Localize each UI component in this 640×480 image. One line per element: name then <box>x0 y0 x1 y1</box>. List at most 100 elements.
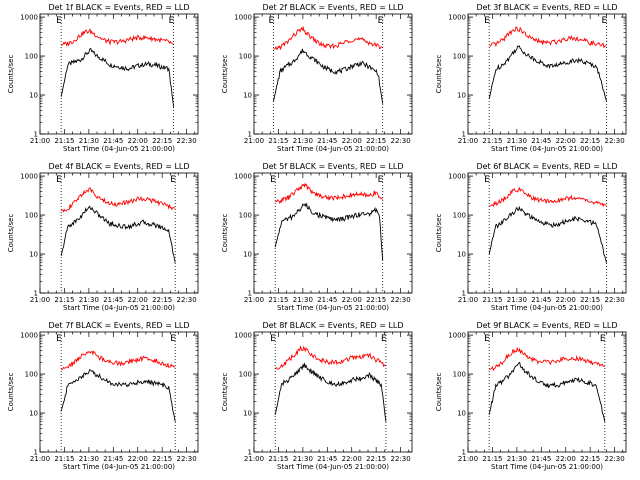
series-line-events <box>60 47 175 107</box>
x-tick-label: 21:15 <box>268 296 288 304</box>
y-tick-label: 1000 <box>20 14 38 22</box>
marker-label: E <box>56 16 62 26</box>
x-tick-label: 21:15 <box>268 137 288 145</box>
x-tick-label: 22:00 <box>342 296 362 304</box>
x-tick-label: 21:15 <box>54 137 74 145</box>
x-tick-label: 21:45 <box>317 455 337 463</box>
x-tick-label: 21:30 <box>293 137 313 145</box>
plot-frame <box>39 172 199 294</box>
y-tick-label: 100 <box>453 371 466 379</box>
x-tick-label: 21:15 <box>268 455 288 463</box>
x-tick-label: 21:45 <box>103 455 123 463</box>
marker-label: E <box>56 334 62 344</box>
x-tick-label: 21:45 <box>317 137 337 145</box>
y-tick-label: 100 <box>239 53 252 61</box>
panel-title: Det 2f BLACK = Events, RED = LLD <box>262 3 403 12</box>
x-tick-label: 22:00 <box>128 296 148 304</box>
x-tick-label: 21:30 <box>507 455 527 463</box>
series-line-lld <box>489 186 607 208</box>
marker-label: E <box>269 16 275 26</box>
x-tick-label: 21:30 <box>79 137 99 145</box>
x-tick-label: 22:30 <box>605 296 625 304</box>
y-tick-label: 1000 <box>448 14 466 22</box>
marker-label: E <box>484 175 490 185</box>
y-tick-label: 1000 <box>448 173 466 181</box>
x-axis-label: Start Time (04-Jun-05 21:00:00) <box>277 304 389 312</box>
x-axis-label: Start Time (04-Jun-05 21:00:00) <box>63 463 175 471</box>
x-tick-label: 21:45 <box>531 455 551 463</box>
x-axis-label: Start Time (04-Jun-05 21:00:00) <box>63 145 175 153</box>
y-tick-label: 100 <box>453 212 466 220</box>
y-tick-label: 100 <box>239 371 252 379</box>
x-tick-label: 22:00 <box>556 296 576 304</box>
y-tick-label: 10 <box>457 92 466 100</box>
plot-frame <box>253 331 413 453</box>
x-tick-label: 22:15 <box>580 137 600 145</box>
x-tick-label: 22:00 <box>556 137 576 145</box>
panel-title: Det 9f BLACK = Events, RED = LLD <box>476 321 617 330</box>
y-tick-label: 1 <box>248 290 252 298</box>
x-tick-label: 21:45 <box>103 296 123 304</box>
x-tick-label: 22:30 <box>391 455 411 463</box>
y-tick-label: 10 <box>29 251 38 259</box>
y-tick-label: 1 <box>462 290 466 298</box>
y-tick-label: 1 <box>462 131 466 139</box>
x-tick-label: 21:30 <box>293 296 313 304</box>
series-line-lld <box>61 350 176 371</box>
marker-label: E <box>484 16 490 26</box>
x-axis-label: Start Time (04-Jun-05 21:00:00) <box>491 304 603 312</box>
y-tick-label: 10 <box>29 410 38 418</box>
x-tick-label: 21:15 <box>54 455 74 463</box>
y-tick-label: 1 <box>248 449 252 457</box>
series-line-events <box>488 361 606 422</box>
x-axis-label: Start Time (04-Jun-05 21:00:00) <box>277 463 389 471</box>
y-tick-label: 10 <box>29 92 38 100</box>
plot-frame <box>467 13 627 135</box>
y-axis-label: Counts/sec <box>7 55 15 94</box>
y-tick-label: 1 <box>34 131 38 139</box>
marker-label: E <box>378 16 384 26</box>
panel-title: Det 5f BLACK = Events, RED = LLD <box>262 162 403 171</box>
panel-7: Det 7f BLACK = Events, RED = LLD E E 1 10 100… <box>7 321 199 471</box>
plot-frame <box>467 172 627 294</box>
series-line-lld <box>275 345 387 370</box>
x-tick-label: 21:45 <box>531 137 551 145</box>
x-tick-label: 22:00 <box>128 455 148 463</box>
panel-5: Det 5f BLACK = Events, RED = LLD E E 1 10 100… <box>221 162 413 312</box>
x-tick-label: 21:00 <box>458 455 478 463</box>
x-tick-label: 22:15 <box>580 455 600 463</box>
x-axis-label: Start Time (04-Jun-05 21:00:00) <box>491 145 603 153</box>
series-line-events <box>60 368 176 422</box>
x-tick-label: 22:30 <box>391 137 411 145</box>
x-tick-label: 21:00 <box>458 137 478 145</box>
panel-2: Det 2f BLACK = Events, RED = LLD E E 1 10 100… <box>221 3 413 153</box>
panel-title: Det 8f BLACK = Events, RED = LLD <box>262 321 403 330</box>
marker-label: E <box>170 175 176 185</box>
y-tick-label: 1000 <box>234 14 252 22</box>
x-axis-label: Start Time (04-Jun-05 21:00:00) <box>63 304 175 312</box>
y-axis-label: Counts/sec <box>221 373 229 412</box>
series-line-events <box>274 202 384 261</box>
series-line-events <box>60 205 176 263</box>
x-tick-label: 21:30 <box>507 137 527 145</box>
panel-1: Det 1f BLACK = Events, RED = LLD E E 1 10 100… <box>7 3 199 153</box>
marker-label: E <box>484 334 490 344</box>
x-tick-label: 21:00 <box>244 137 264 145</box>
x-tick-label: 21:15 <box>482 296 502 304</box>
marker-label: E <box>56 175 62 185</box>
plot-frame <box>39 13 199 135</box>
series-line-lld <box>275 182 383 205</box>
y-axis-label: Counts/sec <box>7 373 15 412</box>
y-axis-label: Counts/sec <box>435 373 443 412</box>
series-line-lld <box>489 26 607 49</box>
x-tick-label: 22:30 <box>391 296 411 304</box>
panel-6: Det 6f BLACK = Events, RED = LLD E E 1 10 100… <box>435 162 627 312</box>
marker-label: E <box>381 334 387 344</box>
panel-9: Det 9f BLACK = Events, RED = LLD E E 1 10 100… <box>435 321 627 471</box>
plot-frame <box>39 331 199 453</box>
y-axis-label: Counts/sec <box>7 214 15 253</box>
marker-label: E <box>169 16 175 26</box>
marker-label: E <box>600 334 606 344</box>
x-tick-label: 22:30 <box>177 296 197 304</box>
x-tick-label: 22:15 <box>152 137 172 145</box>
